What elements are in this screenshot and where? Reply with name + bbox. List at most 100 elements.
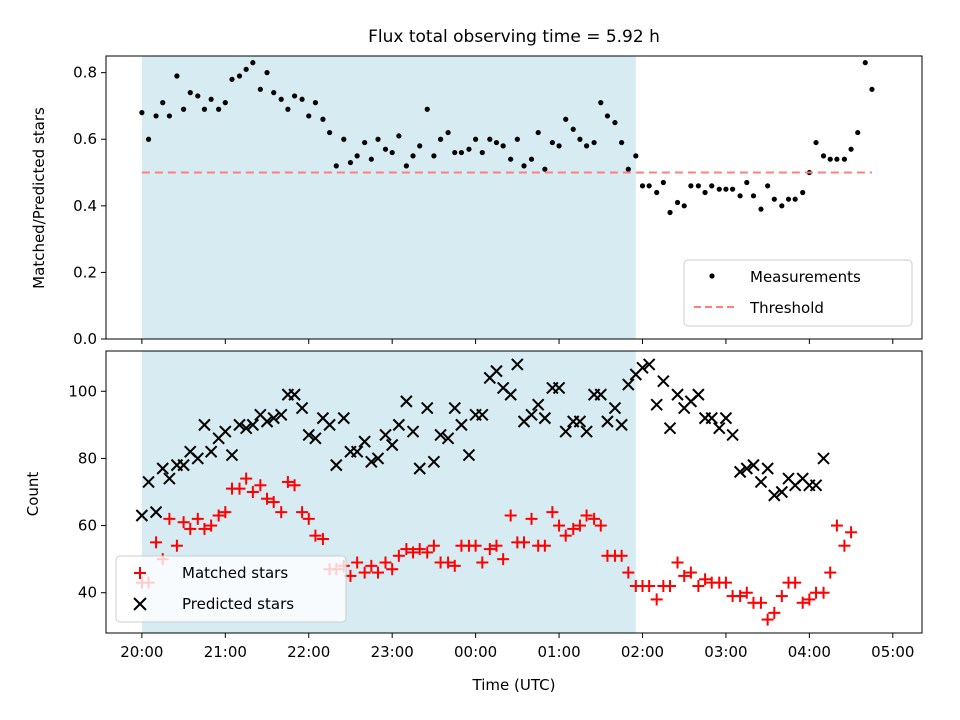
predicted-star-point — [385, 438, 399, 452]
measurement-point — [208, 96, 214, 102]
predicted-star-point — [538, 411, 552, 425]
y-tick-label: 40 — [78, 584, 97, 602]
matched-star-point — [775, 590, 788, 603]
measurement-point — [466, 146, 472, 152]
matched-star-point — [198, 522, 211, 535]
y-tick-label: 0.8 — [73, 64, 97, 82]
x-tick-label: 00:00 — [454, 643, 497, 661]
predicted-star-point — [817, 452, 830, 465]
y-tick-label: 80 — [78, 449, 97, 467]
predicted-star-point — [371, 452, 385, 465]
predicted-star-point — [246, 418, 260, 432]
matched-star-point — [365, 559, 378, 572]
matched-star-point — [768, 606, 781, 619]
measurement-point — [445, 129, 451, 136]
x-axis-label: Time (UTC) — [472, 676, 556, 694]
predicted-star-point — [441, 432, 455, 445]
measurement-point — [403, 163, 409, 169]
predicted-star-point — [455, 418, 468, 432]
predicted-star-point — [525, 408, 538, 421]
matched-star-point — [567, 522, 580, 535]
matched-star-point — [302, 512, 315, 525]
matched-star-point — [525, 512, 538, 525]
measurement-point — [166, 113, 173, 119]
measurement-point — [452, 149, 458, 156]
measurement-point — [396, 133, 402, 139]
measurement-point — [855, 129, 861, 136]
matched-star-point — [588, 512, 601, 525]
predicted-star-point — [163, 472, 176, 485]
measurement-point — [458, 149, 465, 156]
predicted-star-point — [809, 479, 823, 492]
ratio-legend: Measurements Threshold — [683, 259, 913, 327]
measurement-point — [327, 129, 333, 136]
measurement-point — [674, 199, 681, 206]
matched-star-point — [518, 536, 531, 549]
matched-star-point — [824, 566, 837, 579]
matched-star-point — [684, 566, 697, 579]
predicted-star-point — [490, 364, 503, 378]
measurement-point — [723, 186, 729, 192]
measurement-point — [639, 183, 646, 189]
measurement-point — [257, 86, 263, 92]
measurement-point — [174, 73, 180, 79]
predicted-star-point — [462, 448, 476, 462]
measurement-point — [619, 139, 625, 146]
predicted-star-point — [719, 411, 733, 425]
predicted-star-point — [142, 475, 155, 489]
measurement-point — [765, 183, 771, 189]
matched-star-point — [719, 576, 732, 589]
count-legend: Matched stars Predicted stars — [115, 555, 347, 623]
measurement-point — [583, 143, 590, 149]
matched-star-point — [170, 539, 183, 552]
matched-star-point — [386, 563, 399, 576]
ratio-y-ticks: 0.0 0.2 0.4 0.6 0.8 — [73, 64, 106, 348]
predicted-star-point — [421, 401, 434, 415]
measurement-point — [869, 86, 875, 92]
measurement-point — [473, 136, 479, 142]
matched-star-point — [580, 509, 593, 522]
measurement-point — [431, 153, 437, 159]
matched-star-point — [796, 596, 809, 609]
matched-star-point — [497, 553, 510, 566]
measurement-point — [702, 189, 708, 196]
predicted-star-point — [650, 398, 663, 411]
matched-star-point — [233, 482, 246, 495]
x-tick-label: 22:00 — [287, 643, 330, 661]
matched-star-point — [379, 556, 392, 569]
count-x-ticks: 20:00 21:00 22:00 23:00 00:00 01:00 02:00 03:00… — [120, 633, 914, 661]
y-tick-label: 0.6 — [73, 130, 97, 148]
measurement-point — [382, 146, 389, 152]
predicted-star-point — [594, 388, 607, 401]
predicted-star-point — [239, 422, 253, 435]
measurement-point — [813, 139, 819, 146]
predicted-star-point — [713, 422, 726, 435]
matched-star-point — [400, 543, 413, 556]
measurement-point — [180, 106, 187, 112]
measurement-point — [201, 106, 208, 112]
predicted-star-point — [350, 445, 364, 458]
measurement-point — [625, 166, 631, 172]
measurement-point — [528, 156, 535, 162]
matched-star-point — [838, 539, 851, 552]
chart-title: Flux total observing time = 5.92 h — [368, 27, 660, 47]
measurement-point — [654, 189, 660, 196]
measurement-point — [437, 136, 444, 142]
x-tick-label: 03:00 — [704, 643, 747, 661]
predicted-star-point — [657, 375, 670, 388]
measurement-point — [570, 126, 576, 132]
x-tick-label: 20:00 — [120, 643, 163, 661]
predicted-star-point — [198, 418, 211, 432]
matched-star-point — [163, 512, 176, 525]
matched-star-point — [177, 516, 190, 529]
measurement-point — [800, 189, 806, 196]
predicted-star-point — [233, 418, 246, 432]
measurement-point — [785, 196, 792, 202]
matched-star-point — [789, 576, 802, 589]
measurement-point — [750, 193, 757, 199]
matched-star-point — [803, 593, 816, 606]
legend-measurements-marker — [709, 273, 715, 279]
predicted-star-point — [761, 462, 774, 475]
measurement-point — [362, 139, 368, 146]
predicted-star-point — [726, 428, 739, 442]
